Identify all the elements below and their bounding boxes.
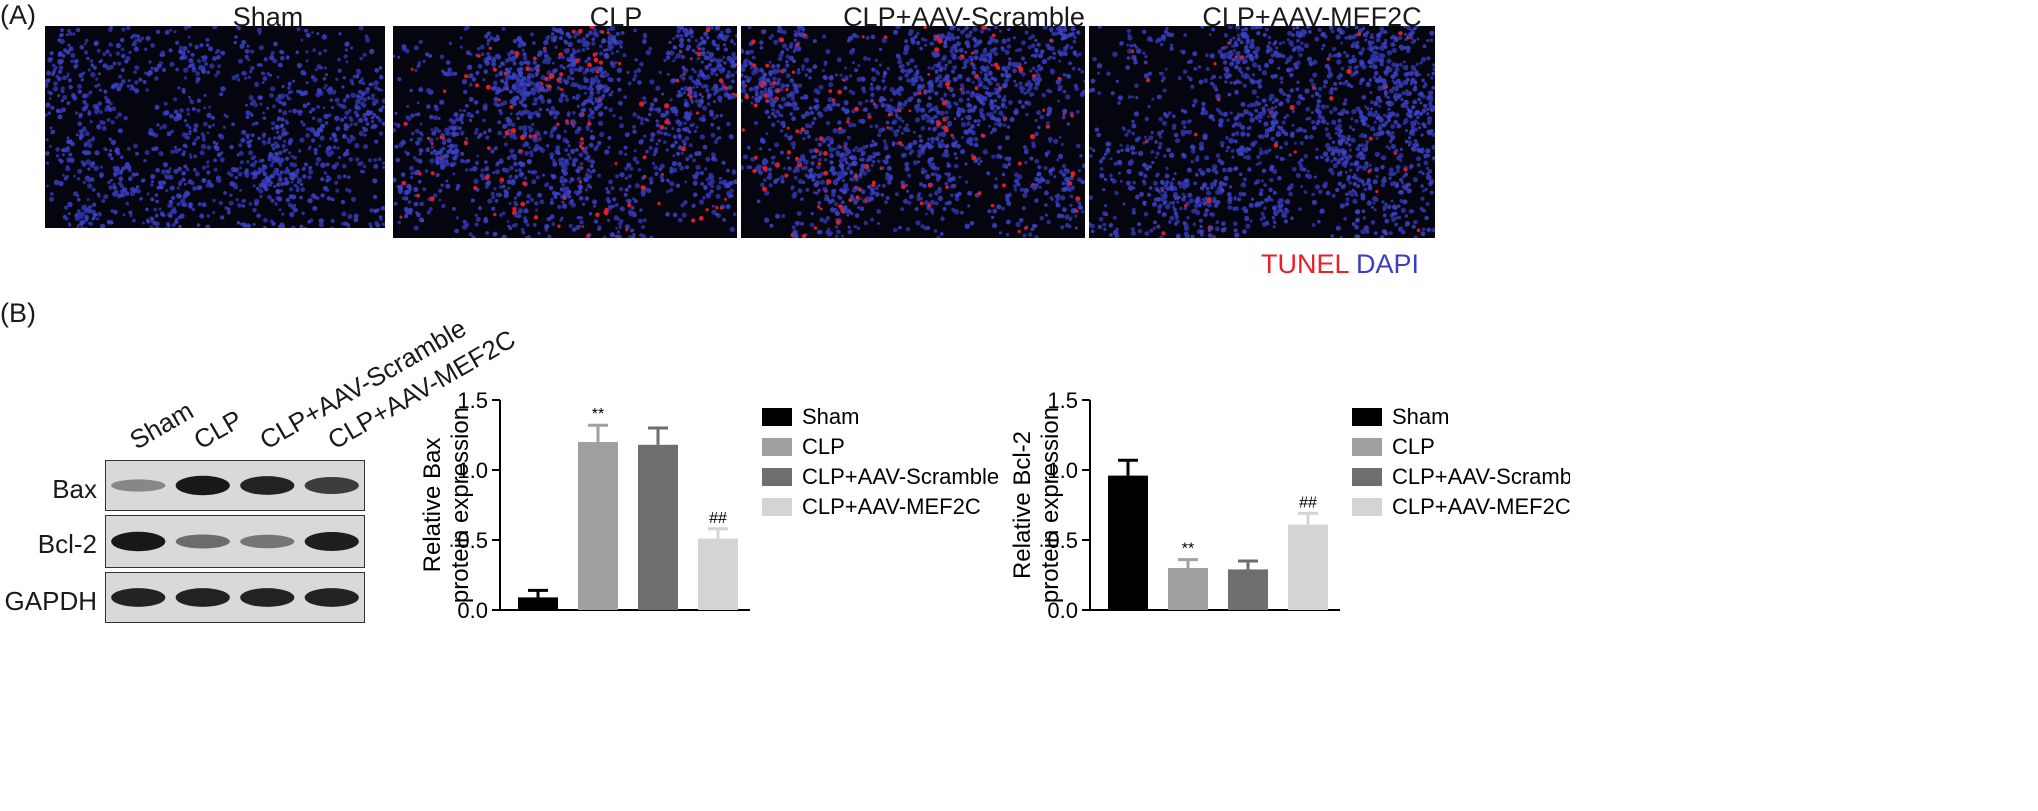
y-tick-label: 0.0 <box>457 598 488 623</box>
micrograph-sham <box>45 26 385 228</box>
legend-label: Sham <box>802 404 859 429</box>
legend-label: CLP+AAV-MEF2C <box>802 494 981 519</box>
blot-row-label-bax: Bax <box>52 474 97 504</box>
legend-swatch <box>762 408 792 426</box>
bar-sham <box>1108 475 1148 610</box>
legend-swatch <box>762 498 792 516</box>
micrograph-clp-scramble <box>741 26 1085 238</box>
blot-lane-sham: Sham <box>124 395 199 456</box>
bar-clp-aav-scramble <box>638 444 678 610</box>
blot-band <box>240 588 295 607</box>
panel-a-letter: (A) <box>0 0 36 30</box>
y-axis-label: Relative Baxprotein expression <box>420 407 474 603</box>
significance-mark: ** <box>592 406 604 423</box>
y-tick-label: 0.5 <box>1047 528 1078 553</box>
nuclei-layer <box>45 26 385 228</box>
y-tick-label: 1.0 <box>457 458 488 483</box>
y-tick-label: 0.5 <box>457 528 488 553</box>
legend-label: CLP+AAV-Scramble <box>802 464 999 489</box>
blot-band <box>240 534 295 549</box>
legend-label: Sham <box>1392 404 1449 429</box>
bar-clp-aav-mef2c <box>698 538 738 610</box>
blot-strip-bax <box>105 460 365 511</box>
blot-band <box>240 476 295 495</box>
bar-clp-aav-mef2c <box>1288 524 1328 610</box>
legend-label: CLP <box>1392 434 1435 459</box>
significance-mark: ## <box>709 510 727 527</box>
legend-label: CLP+AAV-MEF2C <box>1392 494 1570 519</box>
significance-mark: ## <box>1299 494 1317 511</box>
y-tick-label: 1.0 <box>1047 458 1078 483</box>
nuclei-layer <box>393 26 737 238</box>
blot-strip-gapdh <box>105 572 365 623</box>
blot-lane-clp: CLP <box>188 403 248 456</box>
bar-clp <box>578 442 618 610</box>
blot-band <box>175 475 230 496</box>
blot-strip-bcl2 <box>105 515 365 568</box>
micrograph-clp <box>393 26 737 238</box>
blot-band <box>304 531 359 552</box>
legend-label: CLP+AAV-Scramble <box>1392 464 1570 489</box>
bar-clp <box>1168 568 1208 610</box>
legend-swatch <box>1352 408 1382 426</box>
bar-clp-aav-scramble <box>1228 569 1268 610</box>
blot-row-label-gapdh: GAPDH <box>4 586 97 616</box>
stain-legend: TUNEL DAPI <box>1261 249 1419 280</box>
stain-dapi-label: DAPI <box>1356 249 1420 279</box>
significance-mark: ** <box>1182 541 1194 558</box>
blot-row-label-bcl2: Bcl-2 <box>37 529 97 559</box>
y-tick-label: 1.5 <box>457 388 488 413</box>
legend-swatch <box>762 438 792 456</box>
nuclei-layer <box>1089 26 1435 238</box>
legend-label: CLP <box>802 434 845 459</box>
nuclei-layer <box>741 26 1085 238</box>
blot-band <box>175 588 230 607</box>
legend-swatch <box>1352 468 1382 486</box>
blot-band <box>304 588 359 607</box>
bar-sham <box>518 597 558 610</box>
legend-swatch <box>762 468 792 486</box>
blot-band <box>111 588 166 607</box>
legend-swatch <box>1352 498 1382 516</box>
y-axis-label: Relative Bcl-2protein expression <box>1010 407 1064 603</box>
y-tick-label: 1.5 <box>1047 388 1078 413</box>
y-tick-label: 0.0 <box>1047 598 1078 623</box>
panel-b-letter: (B) <box>0 298 36 328</box>
legend-swatch <box>1352 438 1382 456</box>
blot-band <box>111 479 166 492</box>
stain-tunel-label: TUNEL <box>1261 249 1349 279</box>
blot-band <box>304 477 359 494</box>
blot-band <box>111 531 166 552</box>
micrograph-clp-mef2c <box>1089 26 1435 238</box>
blot-band <box>175 534 230 549</box>
